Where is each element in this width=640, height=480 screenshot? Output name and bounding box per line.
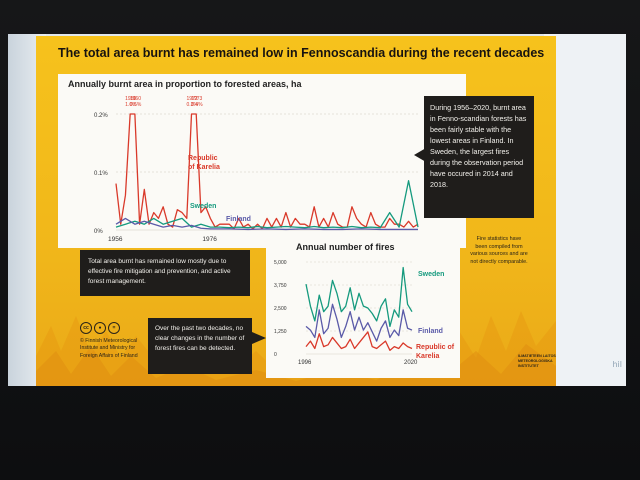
y-tick-label: 0.1%: [94, 171, 108, 177]
summary-box-pointer: [414, 148, 426, 162]
legend-karelia-line2: of Karelia: [188, 164, 220, 171]
peak-value-label: 0.5%: [130, 102, 142, 108]
x-tick-label: 2020: [404, 360, 418, 366]
credits-text: © Finnish Meteorological Institute and M…: [80, 338, 138, 359]
cc-icon: cc: [80, 322, 92, 334]
burnt-area-chart: 0.2%0.1%0%195619761996202019591.0%19600.…: [94, 96, 425, 243]
peak-year-label: 1959: [125, 96, 136, 102]
poster-title: The total area burnt has remained low in…: [58, 46, 545, 60]
mitigation-box: Total area burnt has remained low mostly…: [80, 250, 250, 296]
peak-year-label: 1972: [187, 96, 198, 102]
fire-count-panel: Annual number of fires 5,000 3,750 2,500 1,…: [266, 236, 460, 378]
x-tick-label: 1996: [298, 360, 312, 366]
burnt-area-chart-title: Annually burnt area in proportion to for…: [68, 79, 302, 89]
legend-karelia-line2: Karelia: [416, 353, 439, 360]
y-tick-label: 5,000: [274, 260, 287, 266]
fire-count-box-pointer: [252, 332, 266, 344]
y-tick-label: 2,500: [274, 306, 287, 312]
series-line: [305, 331, 413, 351]
x-tick-label: 1956: [108, 236, 123, 243]
series-line: [305, 303, 413, 342]
legend-sweden: Sweden: [418, 271, 444, 278]
creative-commons-icons: cc ● =: [80, 322, 142, 334]
by-icon: ●: [94, 322, 106, 334]
peak-year-label: 1973: [191, 96, 202, 102]
legend-karelia: Republic: [188, 155, 218, 162]
y-tick-label: 0%: [94, 229, 103, 235]
series-line: [305, 266, 413, 328]
series-line: [115, 180, 419, 229]
peak-value-label: 0.4%: [191, 102, 203, 108]
credits: cc ● = © Finnish Meteorological Institut…: [80, 322, 142, 360]
statistics-note: Fire statistics have been compiled from …: [470, 236, 528, 265]
legend-sweden: Sweden: [190, 203, 216, 210]
fire-count-chart: 5,000 3,750 2,500 1,250 0 1996 2020 Sweden Finla…: [274, 260, 455, 366]
legend-finland: Finland: [418, 328, 443, 335]
peak-value-label: 1.0%: [125, 102, 137, 108]
y-tick-label: 3,750: [274, 283, 287, 289]
nd-icon: =: [108, 322, 120, 334]
x-tick-label: 1976: [202, 236, 217, 243]
monitor-screen: hil The total area burnt has remained lo…: [8, 34, 626, 386]
legend-finland: Finland: [226, 216, 251, 223]
hud-text: hil: [612, 360, 622, 369]
peak-year-label: 1960: [130, 96, 141, 102]
presentation-side-panel: [544, 34, 626, 386]
y-tick-label: 1,250: [274, 329, 287, 335]
peak-value-label: 0.3%: [187, 102, 199, 108]
series-line: [115, 217, 418, 231]
fire-count-box: Over the past two decades, no clear chan…: [148, 318, 252, 374]
y-tick-label: 0: [274, 352, 277, 358]
summary-box: During 1956–2020, burnt area in Fenno-sc…: [424, 96, 534, 218]
series-line: [115, 113, 419, 230]
burnt-area-panel: Annually burnt area in proportion to for…: [58, 74, 466, 248]
infographic-poster: The total area burnt has remained low in…: [36, 36, 556, 386]
fire-count-chart-title: Annual number of fires: [296, 242, 395, 252]
institute-logo: ILMATIETEEN LAITOS METEOROLOGISKA INSTIT…: [518, 354, 556, 368]
legend-karelia: Republic of: [416, 344, 455, 351]
y-tick-label: 0.2%: [94, 113, 108, 119]
